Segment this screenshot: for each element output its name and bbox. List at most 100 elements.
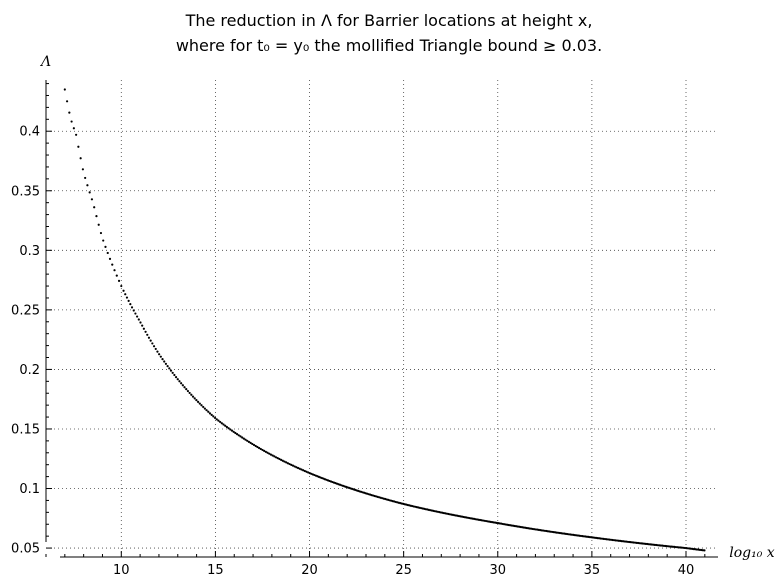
grid-lines: [46, 80, 718, 557]
data-point: [161, 358, 164, 361]
data-point: [281, 459, 284, 462]
data-point: [111, 263, 114, 266]
data-point: [186, 389, 190, 393]
data-point: [257, 446, 261, 450]
x-tick-label: 30: [489, 563, 506, 578]
data-point: [134, 312, 137, 315]
data-point: [174, 376, 178, 379]
data-point: [269, 453, 273, 456]
data-point: [249, 441, 252, 444]
data-point: [252, 443, 256, 447]
data-point: [180, 382, 183, 385]
x-tick-label: 20: [301, 563, 318, 578]
data-point: [79, 157, 82, 160]
data-point: [142, 327, 145, 330]
data-point: [158, 353, 161, 356]
data-point: [120, 284, 123, 288]
data-point: [202, 405, 205, 409]
data-point: [276, 457, 279, 460]
data-point: [232, 430, 235, 433]
chart-title-line-1: The reduction in Λ for Barrier locations…: [185, 11, 593, 30]
y-tick-label: 0.2: [19, 363, 40, 378]
data-point: [215, 418, 218, 421]
data-point: [149, 339, 152, 342]
data-point: [302, 469, 305, 472]
data-point: [274, 456, 278, 459]
data-point: [146, 333, 149, 336]
x-axis-label: log₁₀ x: [729, 545, 775, 561]
data-point: [222, 423, 225, 426]
data-points: [63, 88, 706, 552]
data-point: [86, 184, 89, 187]
data-point: [291, 464, 295, 467]
data-point: [163, 360, 166, 363]
data-point: [72, 127, 75, 130]
data-point: [166, 365, 169, 368]
data-point: [298, 467, 301, 470]
data-point: [193, 397, 196, 400]
y-tick-label: 0.35: [11, 184, 40, 199]
data-point: [271, 454, 274, 457]
data-point: [205, 409, 208, 412]
data-point: [217, 419, 220, 422]
x-tick-label: 40: [678, 563, 695, 578]
data-point: [234, 431, 237, 435]
data-point: [147, 336, 151, 339]
data-point: [300, 468, 303, 471]
data-point: [169, 369, 173, 372]
data-point: [171, 371, 174, 374]
data-point: [307, 471, 310, 474]
axes: [45, 80, 718, 558]
ticks: 10 15 20 25 30 35 40 0.05 0.1 0.15 0.2 0.25 0.3 0.35 0…: [11, 83, 706, 578]
data-point: [259, 447, 262, 451]
data-point: [293, 465, 296, 468]
data-point: [256, 445, 259, 449]
data-point: [183, 386, 186, 389]
data-point: [295, 466, 298, 469]
data-point: [703, 549, 706, 552]
data-point: [108, 257, 112, 260]
data-point: [97, 223, 100, 226]
data-point: [212, 415, 215, 418]
data-point: [296, 466, 300, 470]
data-point: [117, 279, 121, 283]
data-point: [237, 434, 240, 437]
data-point: [208, 412, 212, 415]
data-point: [227, 427, 230, 430]
data-point: [176, 378, 179, 381]
data-point: [225, 425, 228, 429]
data-point: [251, 442, 254, 446]
data-point: [77, 145, 80, 148]
data-point: [68, 111, 71, 114]
data-point: [283, 460, 286, 463]
data-point: [196, 400, 200, 403]
x-tick-label: 25: [395, 563, 412, 578]
data-point: [198, 402, 201, 405]
data-point: [129, 303, 132, 306]
data-point: [65, 100, 69, 103]
data-point: [278, 457, 281, 461]
data-point: [63, 88, 66, 91]
data-point: [230, 429, 234, 432]
data-point: [239, 435, 242, 438]
data-point: [178, 380, 181, 383]
y-axis-label: Λ: [39, 54, 51, 70]
data-point: [113, 269, 116, 272]
data-point: [242, 437, 245, 440]
data-point: [247, 440, 251, 443]
data-point: [263, 449, 266, 452]
data-point: [181, 384, 184, 387]
x-tick-label: 15: [207, 563, 224, 578]
data-point: [264, 450, 267, 453]
data-point: [285, 461, 288, 464]
data-point: [144, 330, 147, 333]
data-point: [88, 191, 91, 194]
data-point: [93, 206, 96, 209]
data-point: [154, 347, 157, 351]
data-point: [104, 245, 107, 248]
data-point: [241, 436, 244, 439]
y-tick-label: 0.15: [11, 422, 40, 437]
data-point: [191, 395, 195, 398]
data-point: [303, 469, 306, 473]
